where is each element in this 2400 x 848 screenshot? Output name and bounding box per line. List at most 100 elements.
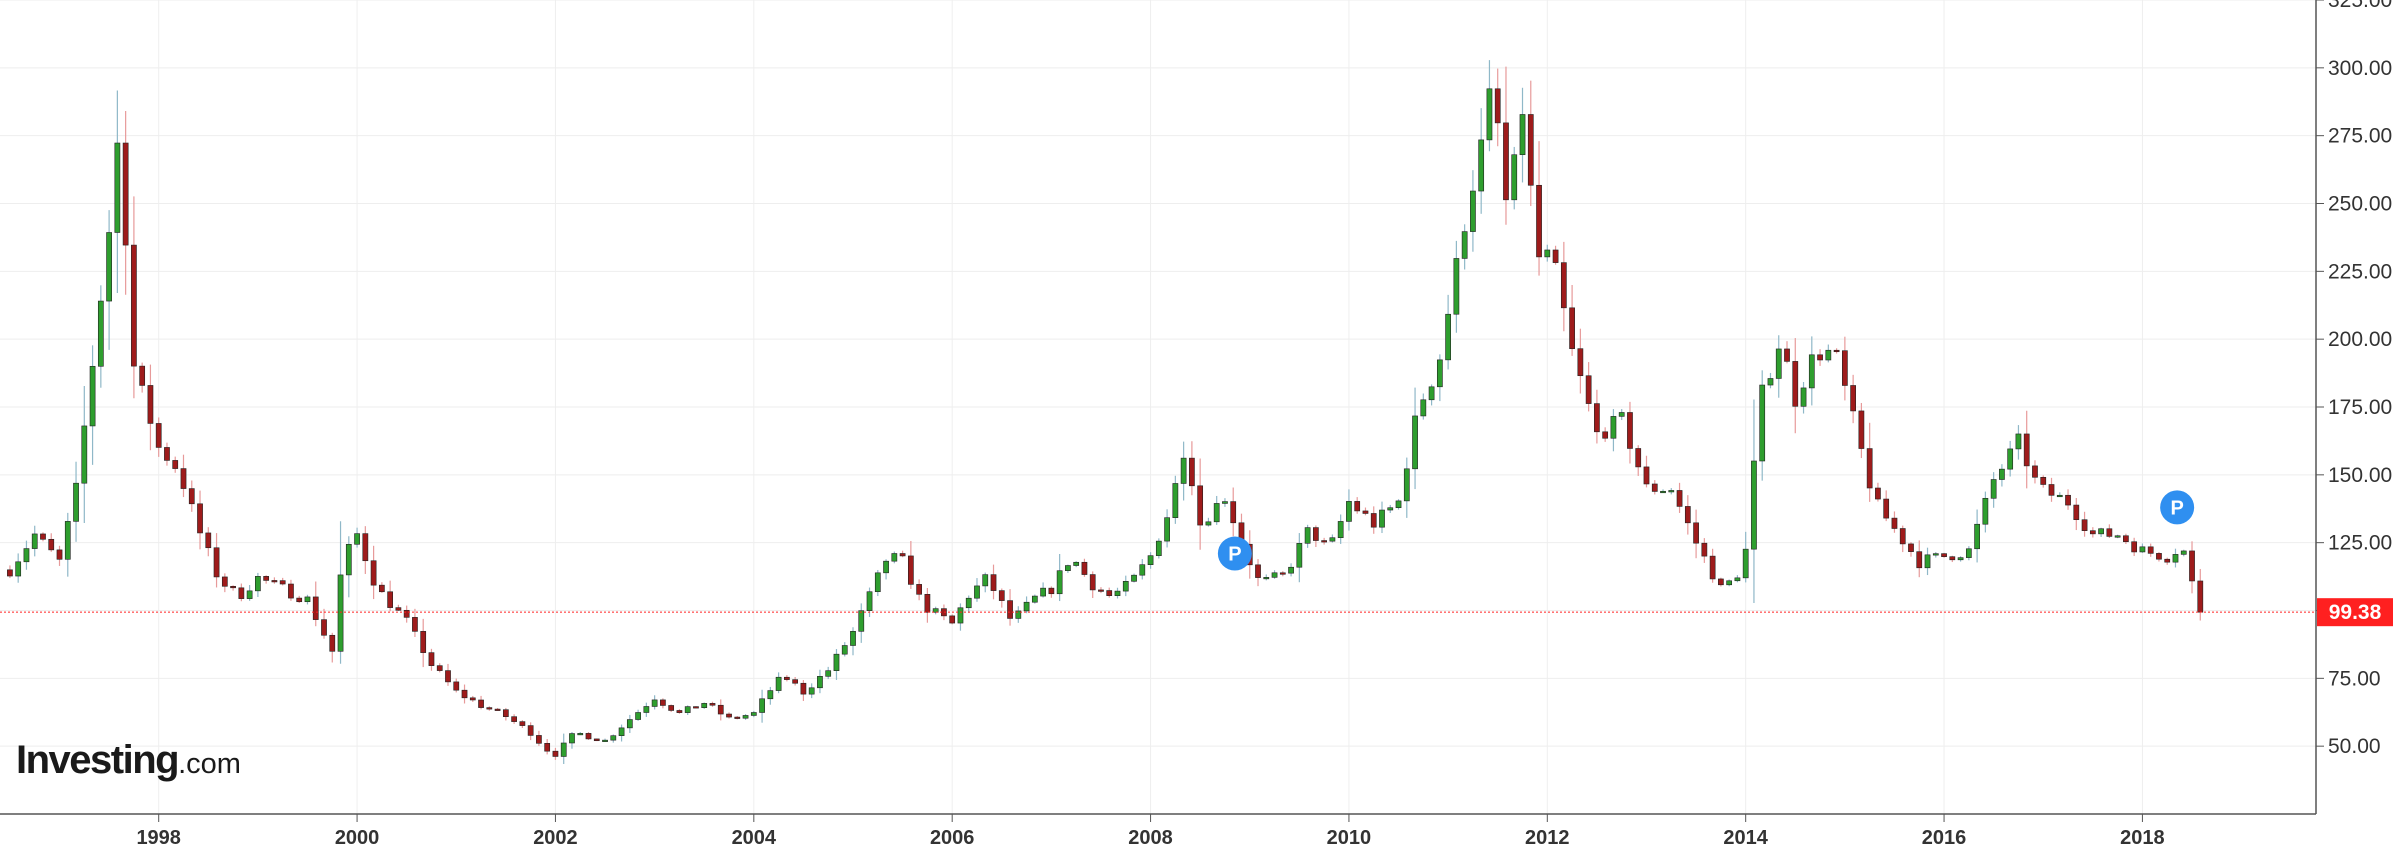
candle — [164, 442, 170, 466]
candle-body — [2164, 558, 2171, 563]
candle — [246, 585, 253, 601]
candle — [610, 734, 617, 743]
candle-body — [1742, 548, 1749, 579]
candle-body — [2156, 553, 2162, 560]
candle — [775, 672, 782, 694]
candle-body — [354, 533, 360, 545]
candle-body — [2023, 433, 2030, 467]
candle — [527, 722, 534, 741]
candle — [1643, 455, 1650, 488]
candle — [1718, 577, 1724, 587]
candle-body — [1379, 509, 1385, 528]
event-marker[interactable]: P — [1217, 536, 1252, 571]
candle — [502, 707, 509, 721]
candle — [288, 579, 294, 601]
candle — [1536, 141, 1542, 276]
candle-body — [23, 548, 30, 563]
last-price-badge — [2317, 598, 2393, 627]
candle — [1313, 525, 1319, 547]
candle-body — [155, 423, 162, 448]
candle — [519, 720, 526, 728]
candle-body — [1436, 359, 1443, 388]
candle-body — [1759, 384, 1766, 462]
candle — [1139, 559, 1146, 580]
candle-body — [1775, 348, 1782, 379]
candle — [329, 632, 336, 663]
candle-body — [420, 631, 427, 653]
candle — [2007, 440, 2014, 477]
candle-body — [610, 735, 617, 741]
candle — [2131, 537, 2138, 557]
candle — [31, 525, 38, 557]
x-tick-label: 2000 — [335, 827, 380, 848]
candle-body — [2098, 528, 2104, 535]
candle-body — [1031, 595, 1038, 603]
candle — [2123, 533, 2129, 545]
candle-body — [1684, 506, 1691, 524]
candle-body — [40, 533, 46, 540]
candle — [40, 532, 46, 542]
candle — [1436, 354, 1443, 402]
candle — [139, 362, 146, 393]
candle — [858, 603, 865, 643]
candle — [998, 588, 1005, 608]
candle — [1370, 506, 1377, 534]
candle — [891, 551, 898, 564]
candle — [668, 704, 675, 713]
candle-body — [635, 712, 641, 720]
candle-body — [1668, 490, 1675, 493]
candle-body — [2081, 519, 2088, 531]
candle — [1527, 80, 1534, 207]
candle-body — [445, 670, 451, 683]
candle — [544, 739, 551, 755]
y-tick-label: 50.00 — [2328, 735, 2381, 758]
candle — [2189, 541, 2195, 594]
candle-body — [1949, 556, 1956, 561]
candle-body — [304, 596, 311, 603]
candle-body — [1304, 527, 1311, 544]
candle — [536, 730, 542, 746]
candle-body — [1817, 354, 1823, 361]
candle-body — [998, 590, 1005, 601]
candle — [1899, 525, 1906, 553]
candle — [461, 684, 468, 704]
candle — [304, 594, 311, 605]
candle-body — [817, 676, 823, 689]
candle — [114, 90, 121, 294]
candle — [2056, 492, 2063, 498]
candle — [626, 714, 633, 733]
candle-body — [296, 597, 303, 603]
candle — [1569, 284, 1575, 356]
candle — [2106, 524, 2113, 538]
candle — [1875, 482, 1881, 502]
candle-body — [1321, 540, 1327, 543]
candle-body — [2180, 550, 2187, 555]
candle — [660, 698, 666, 709]
candle — [15, 553, 22, 583]
candle-body — [858, 610, 865, 632]
candle-body — [1635, 448, 1642, 468]
candle — [1461, 224, 1468, 270]
candle — [1164, 509, 1170, 548]
candle-body — [1924, 554, 1931, 569]
chart-grid — [0, 0, 2316, 814]
candle — [1395, 499, 1402, 510]
candle-body — [2015, 433, 2022, 450]
candle — [1263, 574, 1270, 581]
candle — [618, 724, 625, 742]
candle-body — [1850, 385, 1856, 412]
candle-body — [1866, 448, 1873, 489]
candle — [354, 527, 360, 548]
event-marker[interactable]: P — [2160, 490, 2195, 525]
candle-body — [1932, 553, 1939, 556]
candle-body — [1164, 517, 1170, 542]
candle-body — [759, 698, 765, 713]
candle — [188, 480, 195, 512]
candle — [1784, 341, 1790, 364]
candle-body — [494, 708, 501, 711]
candle-body — [1891, 517, 1898, 529]
candle — [676, 709, 683, 714]
candle — [1081, 558, 1088, 577]
